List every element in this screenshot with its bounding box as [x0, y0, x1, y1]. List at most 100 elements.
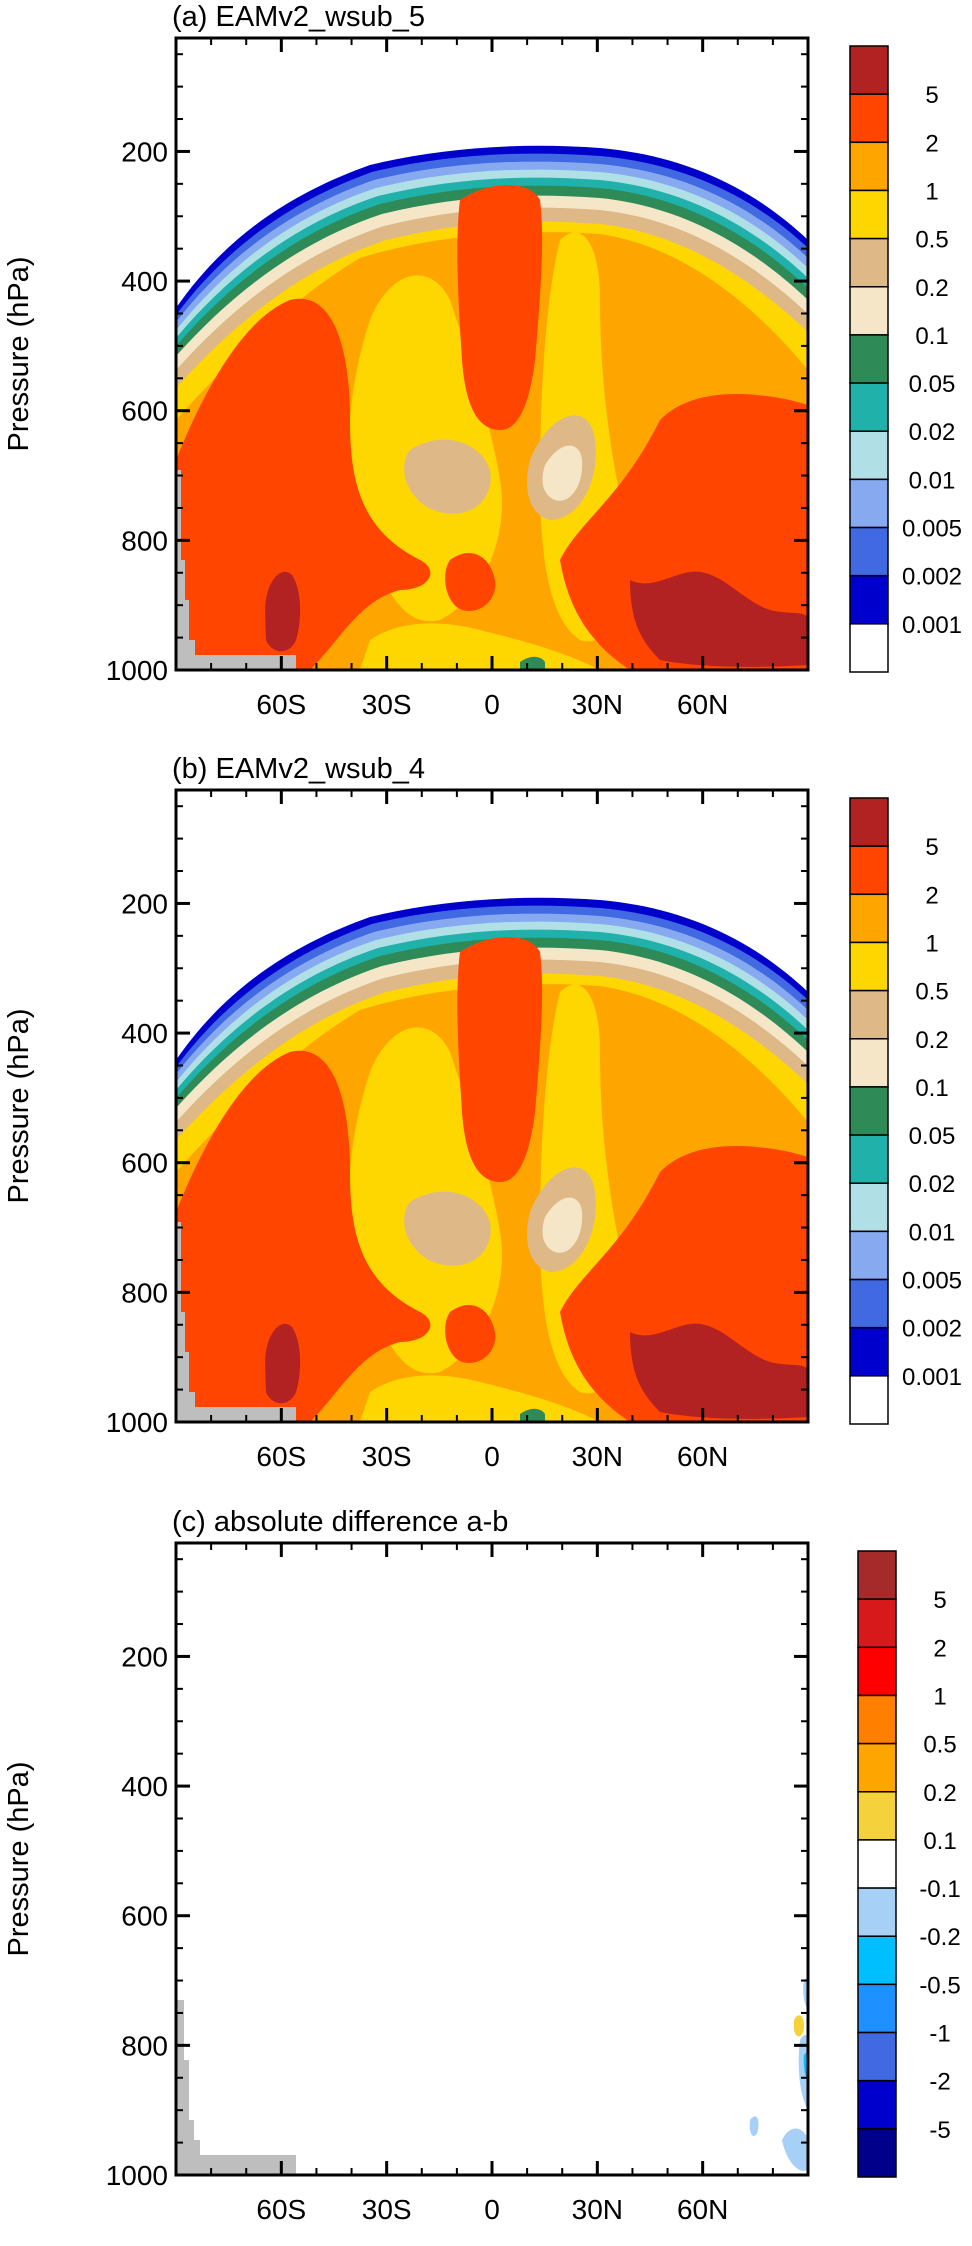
x-tick-label: 60N — [677, 2194, 728, 2225]
colorbar-swatch — [857, 1791, 897, 1841]
colorbar-label: 0.01 — [909, 1219, 956, 1246]
colorbar-swatch — [849, 1086, 889, 1136]
colorbar-label: -0.1 — [919, 1876, 960, 1903]
y-tick-label: 800 — [121, 525, 168, 556]
x-tick-label: 30S — [362, 689, 412, 720]
colorbar-label: 5 — [933, 1587, 946, 1614]
x-tick-label: 60S — [256, 1441, 306, 1472]
colorbar-label: 2 — [925, 882, 938, 909]
colorbar-swatch — [849, 93, 889, 144]
diff-negative-patch-3 — [749, 2116, 759, 2136]
panel-c-colorbar: 5 2 1 0.5 0.2 0.1 -0.1 -0.2 -0.5 -1 -2 -5 — [857, 1550, 961, 2178]
colorbar-swatch — [857, 1839, 897, 1889]
y-tick-label: 600 — [121, 1901, 168, 1932]
colorbar-label: -0.2 — [919, 1924, 960, 1951]
contour-fill-2-center — [457, 185, 543, 430]
colorbar-swatch — [857, 1694, 897, 1745]
y-tick-label: 400 — [121, 1771, 168, 1802]
colorbar-swatch — [849, 1134, 889, 1184]
colorbar-label: 0.2 — [915, 1027, 948, 1054]
colorbar-swatch — [849, 574, 889, 625]
colorbar-swatch — [849, 623, 889, 673]
diff-positive-patch — [794, 2015, 804, 2037]
colorbar-label: 2 — [933, 1635, 946, 1662]
contour-fill-5-right — [630, 571, 808, 667]
panel-c-title: (c) absolute difference a-b — [172, 1506, 508, 1538]
x-tick-label: 30N — [572, 689, 623, 720]
y-tick-label: 1000 — [106, 1407, 168, 1438]
panel-c-ylabel: Pressure (hPa) — [3, 1761, 35, 1956]
colorbar-label: 0.002 — [902, 1316, 962, 1343]
colorbar-label: 0.05 — [909, 371, 956, 398]
y-tick-label: 200 — [121, 1641, 168, 1672]
colorbar-label: 1 — [933, 1683, 946, 1710]
colorbar-swatch — [849, 1326, 889, 1377]
colorbar-swatch — [857, 1646, 897, 1697]
colorbar-label: 0.02 — [909, 1171, 956, 1198]
colorbar-label: 0.2 — [915, 275, 948, 302]
colorbar-label: 0.005 — [902, 516, 962, 543]
y-tick-label: 200 — [121, 136, 168, 167]
colorbar-swatch — [857, 1742, 897, 1793]
y-tick-label: 800 — [121, 2030, 168, 2061]
y-tick-label: 600 — [121, 1148, 168, 1179]
panel-b-ylabel: Pressure (hPa) — [3, 1008, 35, 1203]
colorbar-swatch — [857, 2128, 897, 2178]
colorbar-swatch — [849, 1278, 889, 1329]
colorbar-label: 1 — [925, 930, 938, 957]
panel-a: (a) EAMv2_wsub_5 Pressure (hPa) — [3, 1, 962, 720]
contour-fill-2-small — [445, 1304, 496, 1363]
x-tick-label: 0 — [484, 2194, 500, 2225]
panel-b-ticks: 60S 30S 0 30N 60N 200 400 600 800 1000 — [106, 790, 808, 1472]
colorbar-label: 0.02 — [909, 419, 956, 446]
panel-a-ticks: 60S 30S 0 30N 60N 200 400 600 800 1000 — [106, 38, 808, 720]
colorbar-swatch — [849, 141, 889, 192]
x-tick-label: 30S — [362, 1441, 412, 1472]
colorbar-label: 1 — [925, 178, 938, 205]
panel-b: (b) EAMv2_wsub_4 Pressure (hPa) — [3, 753, 962, 1472]
colorbar-label: 0.5 — [915, 227, 948, 254]
colorbar-swatch — [849, 1182, 889, 1233]
colorbar-swatch — [849, 45, 889, 95]
colorbar-label: 0.01 — [909, 467, 956, 494]
land-mask — [176, 2000, 296, 2175]
panel-b-title: (b) EAMv2_wsub_4 — [172, 753, 425, 785]
x-tick-label: 60S — [256, 2194, 306, 2225]
panel-c-field — [176, 1543, 808, 2175]
colorbar-swatch — [849, 1375, 889, 1425]
panel-c: (c) absolute difference a-b Pressure (hP… — [3, 1506, 961, 2225]
y-tick-label: 400 — [121, 266, 168, 297]
contour-fill-2-center — [457, 937, 543, 1182]
colorbar-swatch — [849, 893, 889, 944]
x-tick-label: 30N — [572, 1441, 623, 1472]
contour-fill-2-small — [445, 552, 496, 611]
contour-fill-0.1-blob — [542, 1197, 583, 1253]
colorbar-label: 0.1 — [915, 323, 948, 350]
colorbar-label: 0.005 — [902, 1268, 962, 1295]
colorbar-swatch — [857, 2079, 897, 2130]
colorbar-label: -1 — [929, 2021, 950, 2048]
contour-fill-0.2-blob-1 — [404, 1191, 491, 1266]
colorbar-swatch — [849, 286, 889, 336]
y-tick-label: 1000 — [106, 655, 168, 686]
colorbar-label: 0.001 — [902, 1364, 962, 1391]
x-tick-label: 0 — [484, 1441, 500, 1472]
colorbar-swatch — [849, 526, 889, 577]
land-mask — [176, 470, 296, 670]
x-tick-label: 60N — [677, 689, 728, 720]
y-tick-label: 1000 — [106, 2160, 168, 2191]
y-tick-label: 600 — [121, 396, 168, 427]
contour-fill-5-left — [265, 571, 301, 652]
colorbar-swatch — [849, 941, 889, 992]
panel-a-field — [176, 145, 808, 670]
x-tick-label: 60N — [677, 1441, 728, 1472]
colorbar-swatch — [849, 1038, 889, 1088]
panel-a-colorbar: 5 2 1 0.5 0.2 0.1 0.05 0.02 0.01 0.005 0.002 0.001 — [849, 45, 962, 673]
colorbar-swatch — [849, 237, 889, 288]
colorbar-swatch — [857, 2031, 897, 2082]
colorbar-swatch — [849, 382, 889, 432]
y-tick-label: 400 — [121, 1018, 168, 1049]
colorbar-label: 0.5 — [923, 1732, 956, 1759]
colorbar-swatch — [857, 1887, 897, 1937]
